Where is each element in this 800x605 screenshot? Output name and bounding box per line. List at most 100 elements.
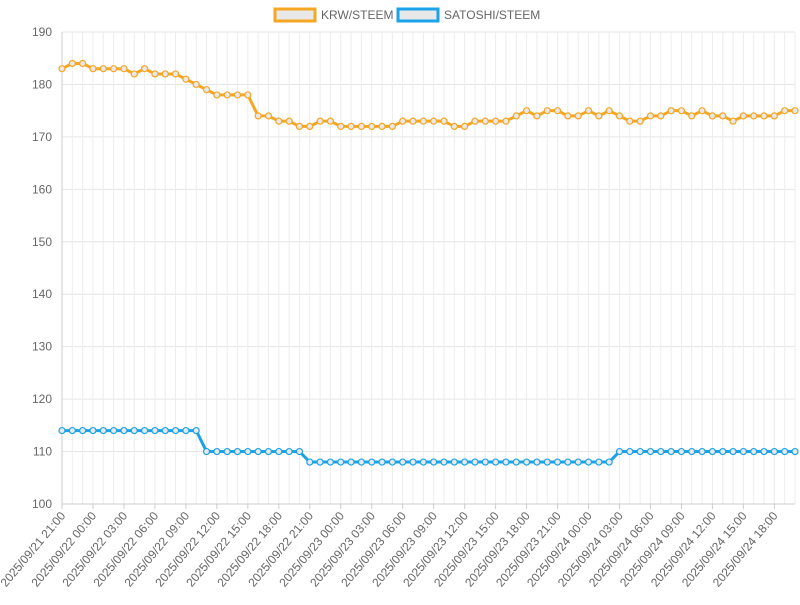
data-point [553,107,562,115]
data-point [130,426,138,435]
legend-swatch [273,7,317,23]
data-point [99,426,107,435]
data-point [68,59,76,68]
data-point [182,426,190,435]
data-point [316,458,324,466]
data-point [192,80,200,89]
data-point [781,447,789,456]
data-point [357,122,365,131]
series-line-krw-steem [61,61,795,128]
data-point [99,65,107,73]
data-point [677,447,686,456]
data-point [337,122,345,131]
data-point [409,458,417,466]
data-point [275,447,283,456]
data-point [233,91,242,99]
data-point [388,458,396,466]
data-point [326,458,335,466]
data-point [636,447,644,456]
data-point [481,117,489,125]
data-point [450,122,458,131]
data-point [79,59,87,68]
data-point [419,458,427,466]
data-point [264,447,273,456]
data-point [595,112,603,120]
data-point [739,447,747,456]
data-point [729,447,737,456]
data-point [79,426,87,435]
data-point [719,112,727,120]
data-point [626,447,634,456]
data-point [326,117,335,125]
data-point [605,458,613,466]
data-point [760,112,768,120]
data-point [481,458,489,466]
data-point [368,458,376,466]
data-point [440,117,448,125]
data-point [244,447,252,456]
data-point [151,70,159,78]
data-point [615,112,624,120]
data-point [357,458,365,466]
data-point [244,91,252,99]
axes [61,32,795,505]
data-point [440,458,448,466]
data-point [202,447,211,456]
legend: KRW/STEEM SATOSHI/STEEM [273,7,540,23]
data-point [791,107,799,115]
data-point [688,112,696,120]
data-point [512,112,520,120]
data-point [171,70,180,78]
data-point [223,91,231,99]
data-point [285,447,293,456]
data-point [502,117,510,125]
data-point [461,122,469,131]
data-point [461,458,469,466]
grid-lines [61,31,796,505]
y-tick-label: 170 [32,130,52,144]
data-point [605,107,613,115]
data-point [667,447,675,456]
data-point [388,122,396,131]
data-point [285,117,293,125]
y-tick-label: 190 [32,25,52,39]
data-point [595,458,603,466]
data-point [492,458,500,466]
data-point [140,65,149,73]
data-point [347,122,355,131]
y-tick-label: 120 [32,392,52,406]
y-tick-label: 160 [32,182,52,196]
data-point [347,458,355,466]
data-point [739,112,747,120]
data-point [337,458,345,466]
data-point [110,426,118,435]
data-point [770,447,778,456]
data-point [522,458,531,466]
y-tick-label: 150 [32,235,52,249]
data-point [295,447,304,456]
data-point [646,447,655,456]
data-point [202,86,211,94]
data-point [378,458,386,466]
series-line-satoshi-steem [62,429,795,464]
data-point [543,458,551,466]
data-point [584,458,593,466]
data-point [657,447,665,456]
y-axis-ticks: 100 110 120 130 140 150 160 170 180 190 [32,25,52,511]
data-point [110,65,118,73]
data-point [254,447,262,456]
data-point [657,112,665,120]
data-point [275,117,283,125]
data-point [161,426,169,435]
data-point [223,447,231,456]
data-point [378,122,386,131]
data-point [677,107,686,115]
data-point [533,112,541,120]
data-point [306,458,314,466]
data-point [564,458,572,466]
series-group [58,59,799,466]
y-tick-label: 180 [32,77,52,91]
